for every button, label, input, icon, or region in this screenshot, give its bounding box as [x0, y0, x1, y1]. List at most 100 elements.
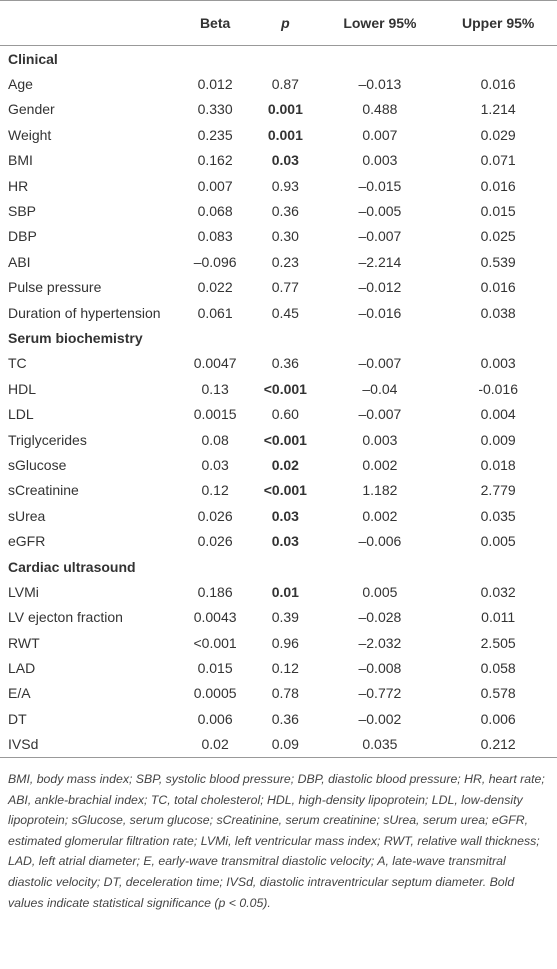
cell: 0.016	[480, 76, 516, 93]
cell: 1.214	[480, 101, 516, 118]
cell: 0.068	[197, 203, 233, 220]
data-row: LV ejecton fraction 0.0043 0.39 –0.028 0.011	[0, 605, 557, 630]
cell: 0.003	[362, 152, 398, 169]
row-label: Duration of hypertension	[8, 304, 161, 321]
row-label: DT	[8, 710, 27, 727]
cell: 0.003	[362, 431, 398, 448]
cell: 0.035	[320, 731, 440, 758]
cell: 0.03	[271, 533, 299, 550]
cell: –0.005	[358, 203, 402, 220]
cell: –0.007	[358, 406, 402, 423]
header-cell: Lower 95%	[320, 0, 440, 46]
cell: -0.016	[478, 380, 519, 397]
section-title: Clinical	[8, 50, 58, 67]
cell: 0.071	[480, 152, 516, 169]
cell: 0.13	[201, 380, 229, 397]
row-label: ABI	[8, 253, 31, 270]
cell: 0.001	[267, 126, 303, 143]
cell: 0.015	[480, 203, 516, 220]
cell: 0.45	[271, 304, 299, 321]
data-row: BMI 0.162 0.03 0.003 0.071	[0, 148, 557, 173]
cell: 0.002	[362, 507, 398, 524]
cell: 0.36	[271, 203, 299, 220]
section-row: Cardiac ultrasound	[0, 554, 557, 579]
cell: <0.001	[193, 634, 237, 651]
cell: 0.011	[481, 609, 516, 626]
data-row: Pulse pressure 0.022 0.77 –0.012 0.016	[0, 275, 557, 300]
results-table: Beta p Lower 95% Upper 95% Clinical Age 0.…	[0, 0, 557, 758]
cell: –0.016	[358, 304, 402, 321]
cell: –0.012	[358, 279, 402, 296]
cell: <0.001	[263, 482, 307, 499]
data-row: HR 0.007 0.93 –0.015 0.016	[0, 173, 557, 198]
cell: 0.005	[362, 583, 398, 600]
cell: 0.015	[197, 660, 233, 677]
cell: 1.182	[362, 482, 398, 499]
cell: 0.09	[250, 731, 321, 758]
row-label: Weight	[8, 126, 52, 143]
cell: 0.007	[362, 126, 398, 143]
cell: 0.96	[271, 634, 299, 651]
cell: –0.002	[358, 710, 402, 727]
cell: 0.006	[480, 710, 516, 727]
data-row: Gender 0.330 0.001 0.488 1.214	[0, 97, 557, 122]
data-row: E/A 0.0005 0.78 –0.772 0.578	[0, 681, 557, 706]
cell: 0.026	[197, 533, 233, 550]
cell: 0.60	[271, 406, 299, 423]
cell: 0.03	[271, 152, 299, 169]
data-row: Weight 0.235 0.001 0.007 0.029	[0, 122, 557, 147]
row-label: DBP	[8, 228, 37, 245]
cell: 0.0047	[193, 355, 237, 372]
cell: 0.032	[480, 583, 516, 600]
cell: 0.539	[480, 253, 516, 270]
cell: 0.30	[271, 228, 299, 245]
data-row: HDL 0.13 <0.001 –0.04 -0.016	[0, 376, 557, 401]
cell: 0.026	[197, 507, 233, 524]
row-label: LVMi	[8, 583, 39, 600]
data-row: sGlucose 0.03 0.02 0.002 0.018	[0, 452, 557, 477]
cell: 0.006	[197, 710, 233, 727]
data-row: SBP 0.068 0.36 –0.005 0.015	[0, 198, 557, 223]
cell: 0.78	[271, 685, 299, 702]
cell: 0.0015	[193, 406, 237, 423]
cell: 0.009	[480, 431, 516, 448]
cell: 0.212	[439, 731, 557, 758]
data-row: DBP 0.083 0.30 –0.007 0.025	[0, 224, 557, 249]
cell: 0.162	[197, 152, 233, 169]
cell: 0.488	[362, 101, 398, 118]
cell: 0.016	[480, 279, 516, 296]
data-row: DT 0.006 0.36 –0.002 0.006	[0, 706, 557, 731]
data-row: LAD 0.015 0.12 –0.008 0.058	[0, 655, 557, 680]
row-label: sGlucose	[8, 456, 67, 473]
section-title: Cardiac ultrasound	[8, 558, 136, 575]
cell: –0.013	[358, 76, 402, 93]
row-label: TC	[8, 355, 27, 372]
cell: –2.214	[358, 253, 402, 270]
cell: 0.08	[201, 431, 229, 448]
row-label: RWT	[8, 634, 40, 651]
data-row: TC 0.0047 0.36 –0.007 0.003	[0, 351, 557, 376]
cell: 0.03	[201, 456, 229, 473]
cell: –0.096	[193, 253, 237, 270]
header-cell: Beta	[180, 0, 251, 46]
row-label: Gender	[8, 101, 55, 118]
row-label: HDL	[8, 380, 37, 397]
cell: 0.93	[271, 177, 299, 194]
data-row: LVMi 0.186 0.01 0.005 0.032	[0, 579, 557, 604]
row-label: sUrea	[8, 507, 46, 524]
cell: 0.36	[271, 355, 299, 372]
data-row: Age 0.012 0.87 –0.013 0.016	[0, 71, 557, 96]
cell: 0.004	[480, 406, 516, 423]
cell: <0.001	[263, 380, 307, 397]
cell: 0.02	[271, 456, 299, 473]
cell: 0.87	[271, 76, 299, 93]
cell: 0.016	[480, 177, 516, 194]
cell: 0.39	[271, 609, 299, 626]
section-title: Serum biochemistry	[8, 329, 143, 346]
cell: 0.007	[197, 177, 233, 194]
row-label: eGFR	[8, 533, 46, 550]
data-row: ABI –0.096 0.23 –2.214 0.539	[0, 249, 557, 274]
cell: 0.005	[480, 533, 516, 550]
table-body: Clinical Age 0.012 0.87 –0.013 0.016 Gender 0.3…	[0, 46, 557, 758]
cell: 0.038	[480, 304, 516, 321]
